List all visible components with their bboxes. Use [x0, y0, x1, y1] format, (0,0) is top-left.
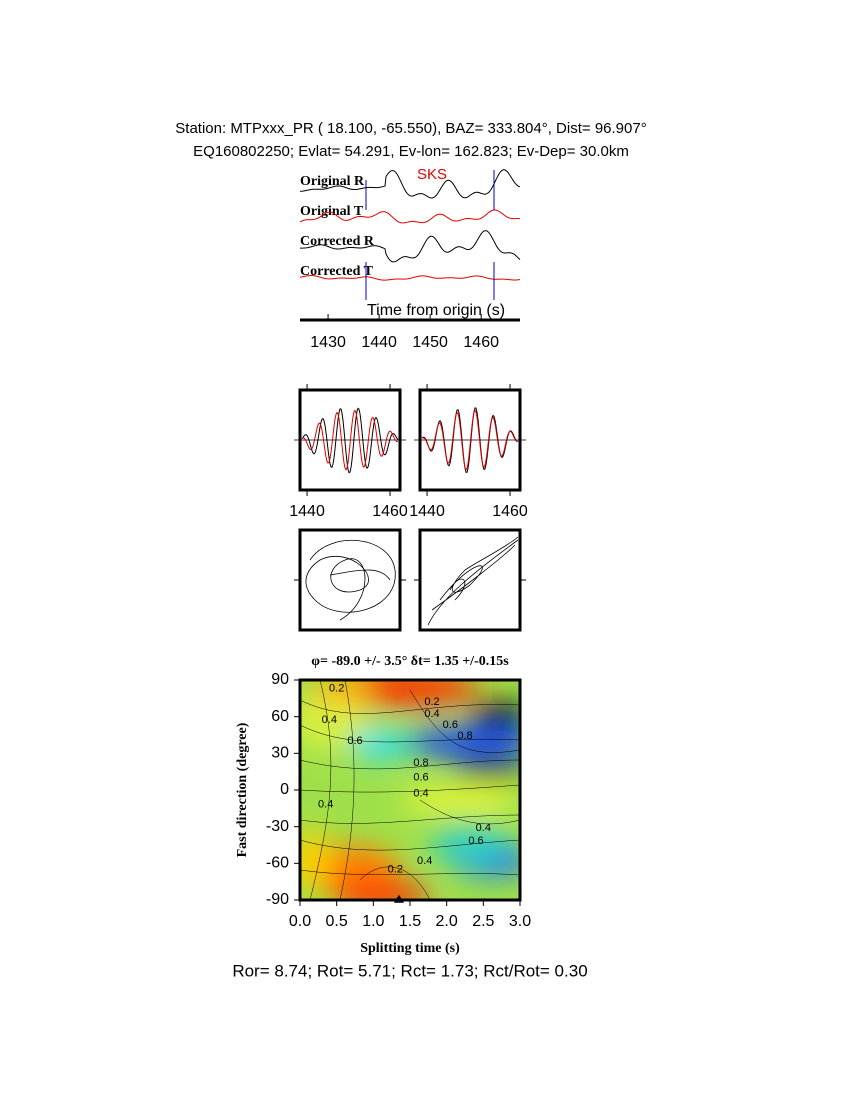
contour-label: 0.8 — [413, 757, 428, 769]
trace — [299, 275, 521, 281]
best-fit-marker — [394, 894, 404, 903]
particle-motion — [294, 528, 526, 632]
x-tick-label: 2.0 — [436, 913, 458, 930]
contour-label: 0.4 — [417, 855, 432, 867]
x-tick-label: 1460 — [492, 503, 528, 520]
trace — [300, 169, 521, 199]
y-tick-label: 60 — [271, 708, 289, 725]
y-axis-label: Fast direction (degree) — [235, 722, 250, 857]
trace-label: Original T — [300, 204, 364, 219]
x-tick-label: 1440 — [361, 334, 397, 351]
contour-label: 0.6 — [468, 835, 483, 847]
contour-title: φ= -89.0 +/- 3.5° δt= 1.35 +/-0.15s — [311, 654, 509, 669]
contour-fill — [300, 680, 520, 900]
contour-label: 0.4 — [322, 714, 337, 726]
contour-label: 0.2 — [424, 696, 439, 708]
panel-frame — [298, 528, 402, 632]
trace-label: Corrected T — [300, 264, 374, 279]
y-tick-label: 0 — [280, 781, 289, 798]
title: Station: MTPxxx_PR ( 18.100, -65.550), B… — [175, 120, 646, 137]
contour-label: 0.8 — [457, 730, 472, 742]
trace — [421, 409, 518, 471]
x-tick-label: 1430 — [310, 334, 346, 351]
contour-label: 0.2 — [329, 682, 344, 694]
x-tick-label: 1460 — [372, 503, 408, 520]
contour-label: 0.4 — [424, 708, 439, 720]
y-tick-label: -60 — [266, 855, 289, 872]
motion-path — [305, 539, 396, 621]
contour-label: 0.2 — [388, 863, 403, 875]
x-tick-label: 0.5 — [326, 913, 348, 930]
waveforms: Original R Original T Corrected R Corrected… — [299, 169, 521, 300]
trace-label: Original R — [300, 174, 365, 189]
contour-label: 0.4 — [318, 799, 333, 811]
x-tick-label: 1.0 — [362, 913, 384, 930]
waveform-pairs: 1440 1460 1440 1460 — [289, 384, 528, 520]
x-tick-label: 1440 — [289, 503, 325, 520]
trace — [300, 230, 521, 263]
motion-path — [427, 536, 519, 626]
y-tick-label: 30 — [271, 745, 289, 762]
x-tick-label: 0.0 — [289, 913, 311, 930]
x-tick-label: 2.5 — [472, 913, 494, 930]
contour-label: 0.6 — [413, 772, 428, 784]
footer: Ror= 8.74; Rot= 5.71; Rct= 1.73; Rct/Rot… — [232, 961, 587, 980]
contour-label: 0.4 — [413, 788, 428, 800]
x-axis-label: Time from origin (s) — [367, 302, 505, 319]
x-tick-label: 3.0 — [509, 913, 531, 930]
panel-frame — [418, 528, 522, 632]
x-tick-label: 1460 — [463, 334, 499, 351]
phase-label: SKS — [417, 166, 447, 183]
x-axis-label: Splitting time (s) — [360, 941, 460, 956]
trace — [301, 409, 399, 471]
x-tick-label: 1440 — [409, 503, 445, 520]
contour-label: 0.4 — [476, 822, 491, 834]
y-tick-label: -30 — [266, 818, 289, 835]
trace-label: Corrected R — [300, 234, 375, 249]
x-tick-label: 1450 — [412, 334, 448, 351]
subtitle: EQ160802250; Evlat= 54.291, Ev-lon= 162.… — [193, 143, 629, 160]
contour-label: 0.6 — [443, 719, 458, 731]
x-tick-label: 1.5 — [399, 913, 421, 930]
trace — [299, 209, 521, 224]
y-tick-label: 90 — [271, 671, 289, 688]
contour-plot: 0.0 0.5 1.0 1.5 2.0 2.5 3.0 -90 -60 -30 0 30 60 90 0.2… — [266, 671, 531, 930]
contour-label: 0.6 — [347, 735, 362, 747]
trace — [301, 407, 399, 474]
y-tick-label: -90 — [266, 891, 289, 908]
